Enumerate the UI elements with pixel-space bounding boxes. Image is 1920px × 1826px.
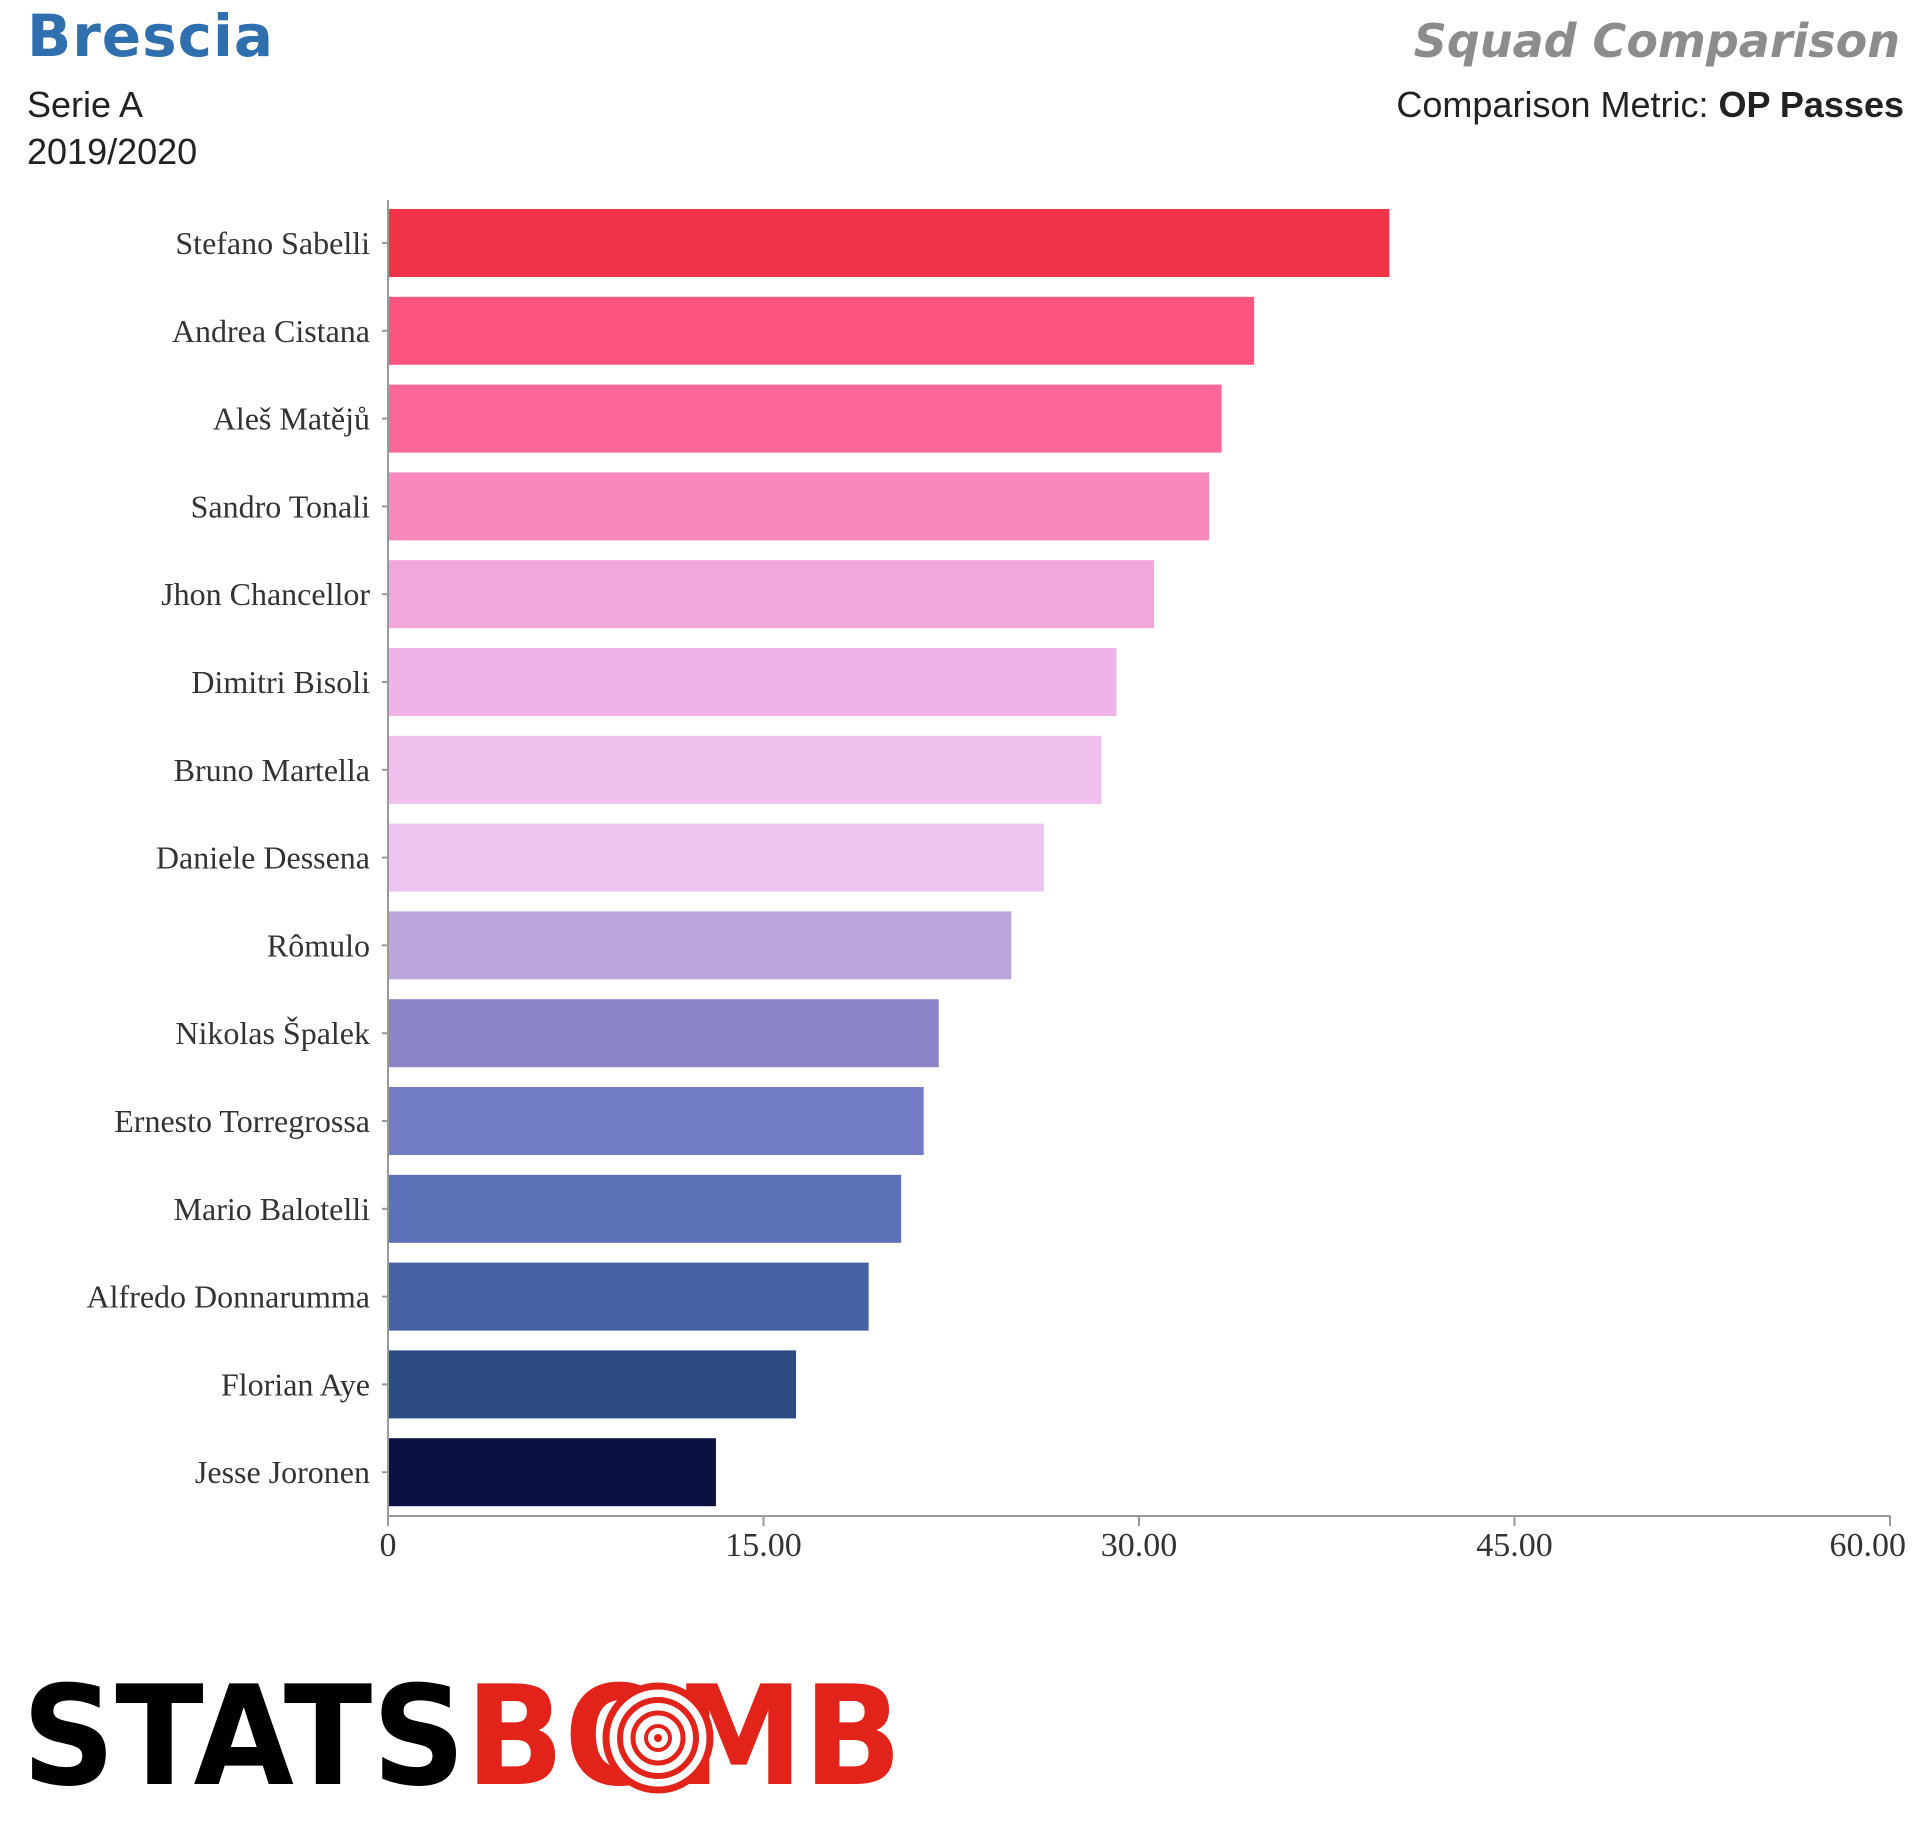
y-label-dimitri-bisoli: Dimitri Bisoli bbox=[191, 664, 370, 700]
bar-nikolas-spalek bbox=[389, 999, 939, 1068]
x-tick-label: 15.00 bbox=[725, 1527, 802, 1564]
y-label-bruno-martella: Bruno Martella bbox=[174, 752, 370, 788]
statsbomb-logo: STATSBOMB bbox=[22, 1672, 902, 1802]
y-label-stefano-sabelli: Stefano Sabelli bbox=[175, 225, 370, 261]
y-label-ales-mateju: Aleš Matějů bbox=[213, 401, 370, 437]
logo-wordmark: STATSBOMB bbox=[22, 1672, 902, 1802]
y-label-jesse-joronen: Jesse Joronen bbox=[195, 1454, 370, 1490]
y-label-jhon-chancellor: Jhon Chancellor bbox=[161, 576, 370, 612]
bar-mario-balotelli bbox=[389, 1174, 902, 1243]
x-axis: 0 15.00 30.00 45.00 60.00 bbox=[380, 1515, 1907, 1564]
logo-target-icon bbox=[602, 1682, 714, 1794]
bar-jhon-chancellor bbox=[389, 560, 1155, 629]
bar-jesse-joronen bbox=[389, 1438, 716, 1507]
x-tick-label: 0 bbox=[380, 1527, 397, 1564]
bar-romulo bbox=[389, 911, 1012, 980]
y-label-daniele-dessena: Daniele Dessena bbox=[156, 840, 370, 876]
y-label-romulo: Rômulo bbox=[267, 927, 370, 963]
chart-title: Squad Comparison bbox=[1413, 14, 1900, 68]
metric-value: OP Passes bbox=[1718, 84, 1904, 125]
season: 2019/2020 bbox=[27, 131, 198, 172]
y-label-mario-balotelli: Mario Balotelli bbox=[174, 1191, 371, 1227]
bars-group bbox=[389, 209, 1390, 1507]
y-label-andrea-cistana: Andrea Cistana bbox=[172, 313, 370, 349]
y-label-ernesto-torregrossa: Ernesto Torregrossa bbox=[114, 1103, 370, 1139]
team-name: Brescia bbox=[27, 2, 275, 70]
logo-stats: STATS bbox=[22, 1672, 465, 1802]
bar-ales-mateju bbox=[389, 384, 1222, 453]
league-name: Serie A bbox=[27, 84, 144, 125]
bar-ernesto-torregrossa bbox=[389, 1087, 924, 1155]
bar-andrea-cistana bbox=[389, 296, 1255, 365]
y-label-sandro-tonali: Sandro Tonali bbox=[191, 488, 370, 524]
x-tick-label: 60.00 bbox=[1830, 1527, 1907, 1564]
y-label-nikolas-spalek: Nikolas Špalek bbox=[175, 1015, 370, 1051]
comparison-metric: Comparison Metric: OP Passes bbox=[1396, 84, 1904, 126]
x-tick-label: 30.00 bbox=[1101, 1527, 1178, 1564]
metric-label: Comparison Metric: bbox=[1396, 84, 1709, 125]
bar-chart: Stefano Sabelli Andrea Cistana Aleš Matějů… bbox=[87, 200, 1907, 1564]
bar-sandro-tonali bbox=[389, 472, 1210, 541]
bar-bruno-martella bbox=[389, 735, 1102, 804]
x-tick-label: 45.00 bbox=[1476, 1527, 1553, 1564]
y-axis-labels: Stefano Sabelli Andrea Cistana Aleš Matějů… bbox=[87, 225, 388, 1490]
bar-alfredo-donnarumma bbox=[389, 1262, 869, 1331]
bar-florian-aye bbox=[389, 1350, 797, 1419]
bar-stefano-sabelli bbox=[389, 209, 1390, 277]
bar-daniele-dessena bbox=[389, 823, 1044, 892]
bar-dimitri-bisoli bbox=[389, 648, 1117, 716]
y-label-alfredo-donnarumma: Alfredo Donnarumma bbox=[87, 1279, 370, 1315]
y-label-florian-aye: Florian Aye bbox=[221, 1366, 370, 1402]
